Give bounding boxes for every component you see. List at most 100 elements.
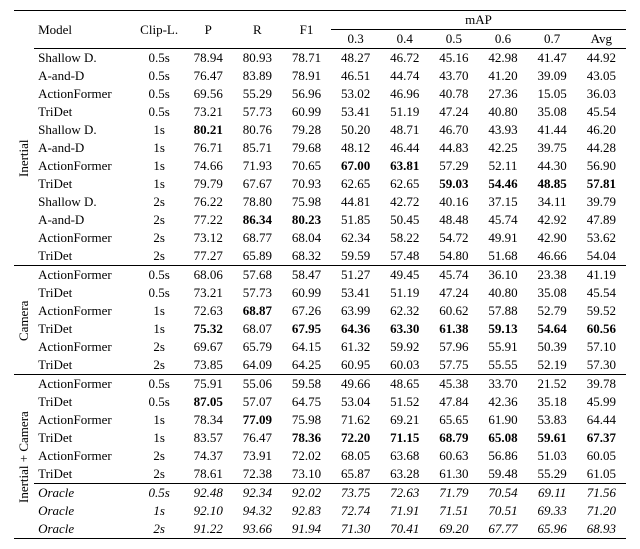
cell-value: 71.93 [233,157,282,175]
cell-value: 92.02 [282,484,331,503]
cell-value: 71.62 [331,411,380,429]
cell-value: 73.91 [233,447,282,465]
cell-value: 68.77 [233,229,282,247]
cell-value: 54.04 [577,247,626,266]
cell-value: 71.91 [380,502,429,520]
cell-value: 52.11 [478,157,527,175]
col-map-Avg: Avg [577,30,626,49]
table-row: Shallow D.1s80.2180.7679.2850.2048.7146.… [14,121,626,139]
cell-value: 51.19 [380,103,429,121]
table-row: TriDet1s75.3268.0767.9564.3663.3061.3859… [14,320,626,338]
cell-value: 65.87 [331,465,380,484]
cell-value: 57.29 [429,157,478,175]
table-row: Oracle1s92.1094.3292.8372.7471.9171.5170… [14,502,626,520]
cell-value: 57.88 [478,302,527,320]
cell-value: 64.25 [282,356,331,375]
cell-value: 52.19 [528,356,577,375]
cell-value: 46.44 [380,139,429,157]
table-row: A-and-D1s76.7185.7179.6848.1246.4444.834… [14,139,626,157]
cell-value: 43.05 [577,67,626,85]
cell-value: 92.10 [184,502,233,520]
col-map-0.6: 0.6 [478,30,527,49]
cell-value: 71.79 [429,484,478,503]
cell-value: 46.70 [429,121,478,139]
cell-value: 73.21 [184,284,233,302]
cell-model: TriDet [34,284,134,302]
cell-value: 46.66 [528,247,577,266]
cell-clip: 1s [135,429,184,447]
cell-value: 53.62 [577,229,626,247]
cell-value: 64.36 [331,320,380,338]
cell-value: 68.87 [233,302,282,320]
cell-value: 71.56 [577,484,626,503]
cell-value: 54.64 [528,320,577,338]
cell-value: 53.83 [528,411,577,429]
cell-value: 21.52 [528,375,577,394]
cell-clip: 0.5s [135,484,184,503]
cell-model: Shallow D. [34,193,134,211]
cell-value: 42.25 [478,139,527,157]
cell-value: 58.47 [282,266,331,285]
table-head: Model Clip-L. P R F1 mAP 0.30.40.50.60.7… [14,11,626,49]
cell-model: TriDet [34,247,134,266]
cell-value: 71.51 [429,502,478,520]
cell-value: 63.30 [380,320,429,338]
cell-value: 33.70 [478,375,527,394]
cell-value: 71.20 [577,502,626,520]
cell-model: TriDet [34,103,134,121]
cell-value: 45.38 [429,375,478,394]
cell-value: 77.27 [184,247,233,266]
cell-value: 65.96 [528,520,577,539]
cell-value: 80.93 [233,49,282,68]
cell-value: 73.10 [282,465,331,484]
cell-value: 56.86 [478,447,527,465]
cell-value: 36.03 [577,85,626,103]
group-label: Inertial + Camera [14,375,34,539]
cell-value: 48.48 [429,211,478,229]
cell-value: 63.99 [331,302,380,320]
cell-value: 51.27 [331,266,380,285]
cell-value: 56.96 [282,85,331,103]
cell-value: 46.96 [380,85,429,103]
cell-value: 57.68 [233,266,282,285]
cell-value: 50.39 [528,338,577,356]
cell-value: 59.92 [380,338,429,356]
cell-value: 75.98 [282,411,331,429]
cell-value: 75.98 [282,193,331,211]
cell-value: 68.79 [429,429,478,447]
cell-value: 55.29 [528,465,577,484]
table-row: ActionFormer2s73.1268.7768.0462.3458.225… [14,229,626,247]
cell-value: 55.55 [478,356,527,375]
cell-value: 67.77 [478,520,527,539]
col-model: Model [34,11,134,49]
cell-value: 45.74 [429,266,478,285]
cell-model: Oracle [34,502,134,520]
cell-value: 44.30 [528,157,577,175]
cell-model: TriDet [34,429,134,447]
cell-value: 57.73 [233,284,282,302]
cell-value: 39.78 [577,375,626,394]
cell-value: 44.92 [577,49,626,68]
results-table: Model Clip-L. P R F1 mAP 0.30.40.50.60.7… [14,10,626,539]
cell-value: 48.27 [331,49,380,68]
cell-value: 41.19 [577,266,626,285]
table-row: Oracle2s91.2293.6691.9471.3070.4169.2067… [14,520,626,539]
cell-value: 75.91 [184,375,233,394]
cell-value: 34.11 [528,193,577,211]
cell-value: 76.22 [184,193,233,211]
cell-value: 59.52 [577,302,626,320]
cell-value: 42.90 [528,229,577,247]
cell-value: 68.06 [184,266,233,285]
cell-value: 35.08 [528,284,577,302]
cell-value: 72.63 [380,484,429,503]
cell-value: 93.66 [233,520,282,539]
cell-model: ActionFormer [34,229,134,247]
col-map-0.4: 0.4 [380,30,429,49]
cell-value: 68.93 [577,520,626,539]
cell-clip: 0.5s [135,67,184,85]
table-row: ActionFormer1s74.6671.9370.6567.0063.815… [14,157,626,175]
cell-value: 64.44 [577,411,626,429]
table-row: A-and-D2s77.2286.3480.2351.8550.4548.484… [14,211,626,229]
cell-value: 67.95 [282,320,331,338]
cell-value: 42.98 [478,49,527,68]
